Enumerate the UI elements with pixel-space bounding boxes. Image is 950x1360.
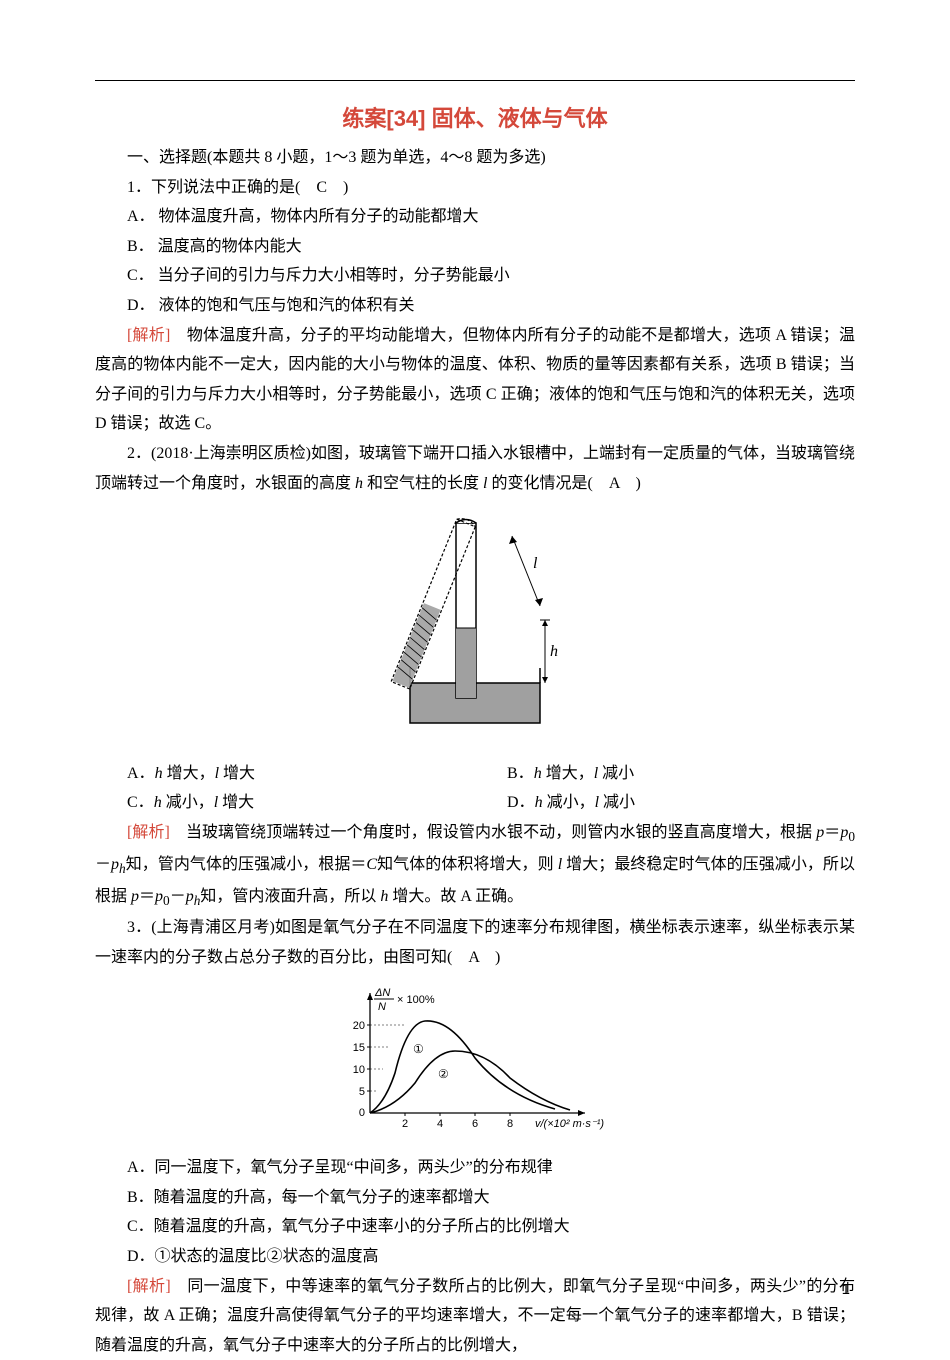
page-title: 练案[34] 固体、液体与气体 — [95, 101, 855, 133]
svg-text:②: ② — [438, 1067, 449, 1081]
q3-opt-b: B．随着温度的升高，每一个氧气分子的速率都增大 — [95, 1183, 855, 1213]
q1-analysis: [解析] 物体温度升高，分子的平均动能增大，但物体内所有分子的动能不是都增大，选… — [95, 321, 855, 439]
q2-options-row2: C．h 减小，l 增大 D．h 减小，l 减小 — [95, 788, 855, 818]
analysis-label: [解析] — [127, 1278, 187, 1295]
analysis-label: [解析] — [127, 327, 187, 344]
q2-options-row1: A．h 增大，l 增大 B．h 增大，l 减小 — [95, 759, 855, 789]
q1-opt-b: B． 温度高的物体内能大 — [95, 232, 855, 262]
speed-distribution-chart: 0 5 10 15 20 — [325, 983, 625, 1133]
analysis-label: [解析] — [127, 824, 186, 841]
svg-text:4: 4 — [437, 1118, 443, 1130]
q3-opt-d: D．①状态的温度比②状态的温度高 — [95, 1242, 855, 1272]
top-rule — [95, 80, 855, 81]
l-label-text: l — [533, 555, 538, 572]
q1-opt-a: A． 物体温度升高，物体内所有分子的动能都增大 — [95, 202, 855, 232]
q2-opt-b: B．h 增大，l 减小 — [475, 759, 855, 789]
section-header: 一、选择题(本题共 8 小题，1～3 题为单选，4～8 题为多选) — [95, 143, 855, 173]
svg-text:①: ① — [413, 1042, 424, 1056]
svg-text:20: 20 — [353, 1020, 365, 1032]
page-number: 1 — [842, 1281, 850, 1298]
q1-opt-c: C． 当分子间的引力与斥力大小相等时，分子势能最小 — [95, 261, 855, 291]
q2-opt-a: A．h 增大，l 增大 — [95, 759, 475, 789]
svg-text:10: 10 — [353, 1064, 365, 1076]
q2-stem: 2．(2018·上海崇明区质检)如图，玻璃管下端开口插入水银槽中，上端封有一定质… — [95, 439, 855, 498]
q2-figure: l h — [95, 508, 855, 749]
svg-text:6: 6 — [472, 1118, 478, 1130]
q3-opt-a: A．同一温度下，氧气分子呈现“中间多，两头少”的分布规律 — [95, 1153, 855, 1183]
svg-text:N: N — [378, 1001, 386, 1013]
q3-opt-c: C．随着温度的升高，氧气分子中速率小的分子所占的比例增大 — [95, 1212, 855, 1242]
q2-stem-c: 的变化情况是( A ) — [487, 475, 640, 492]
svg-text:8: 8 — [507, 1118, 513, 1130]
q3-figure: 0 5 10 15 20 — [95, 983, 855, 1144]
q3-stem: 3．(上海青浦区月考)如图是氧气分子在不同温度下的速率分布规律图，横坐标表示速率… — [95, 913, 855, 972]
mercury-tube-diagram: l h — [390, 508, 560, 738]
q2-opt-c: C．h 减小，l 增大 — [95, 788, 475, 818]
svg-text:v/(×10² m·s⁻¹): v/(×10² m·s⁻¹) — [535, 1118, 604, 1130]
svg-text:0: 0 — [359, 1107, 365, 1119]
svg-text:5: 5 — [359, 1086, 365, 1098]
svg-text:ΔN: ΔN — [374, 987, 390, 999]
h-label-text: h — [550, 643, 558, 660]
var-h: h — [355, 475, 363, 492]
svg-text:15: 15 — [353, 1042, 365, 1054]
svg-text:2: 2 — [402, 1118, 408, 1130]
q1-stem: 1．下列说法中正确的是( C ) — [95, 173, 855, 203]
q2-opt-d: D．h 减小，l 减小 — [475, 788, 855, 818]
q2-stem-b: 和空气柱的长度 — [363, 475, 483, 492]
q3-analysis-text: 同一温度下，中等速率的氧气分子数所占的比例大，即氧气分子呈现“中间多，两头少”的… — [95, 1278, 855, 1354]
svg-text:× 100%: × 100% — [397, 994, 435, 1006]
q1-opt-d: D． 液体的饱和气压与饱和汽的体积有关 — [95, 291, 855, 321]
q2-analysis: [解析] 当玻璃管绕顶端转过一个角度时，假设管内水银不动，则管内水银的竖直高度增… — [95, 818, 855, 914]
q3-analysis: [解析] 同一温度下，中等速率的氧气分子数所占的比例大，即氧气分子呈现“中间多，… — [95, 1272, 855, 1360]
q1-analysis-text: 物体温度升高，分子的平均动能增大，但物体内所有分子的动能不是都增大，选项 A 错… — [95, 327, 855, 433]
